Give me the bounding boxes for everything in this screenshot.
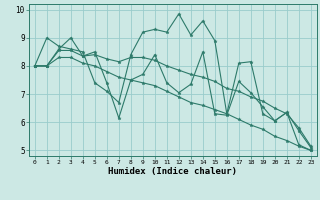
X-axis label: Humidex (Indice chaleur): Humidex (Indice chaleur) xyxy=(108,167,237,176)
